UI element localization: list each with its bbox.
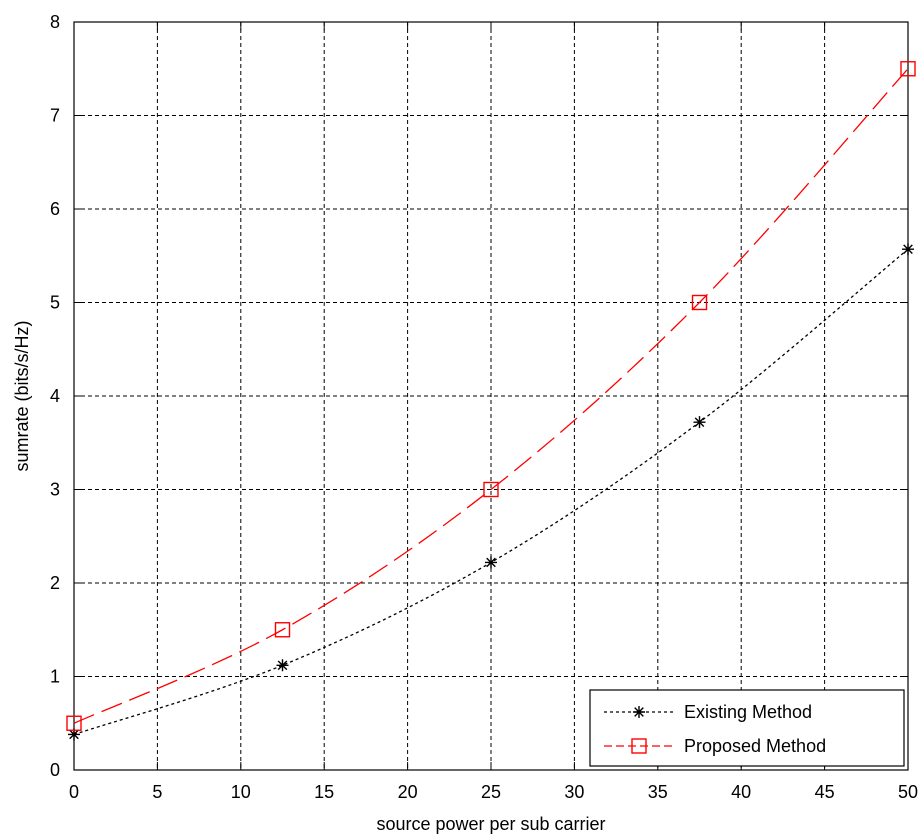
data-point-square [691, 294, 708, 311]
x-tick-label: 45 [815, 782, 835, 802]
data-point-asterisk [68, 728, 80, 741]
y-tick-label: 3 [50, 480, 60, 500]
x-tick-label: 15 [314, 782, 334, 802]
series [66, 61, 916, 741]
x-tick-label: 50 [898, 782, 918, 802]
data-point-asterisk [485, 556, 497, 569]
x-tick-label: 25 [481, 782, 501, 802]
data-point-asterisk [276, 659, 289, 672]
y-tick-label: 4 [50, 386, 60, 406]
x-tick-label: 40 [731, 782, 751, 802]
data-point-square [900, 61, 916, 77]
x-tick-label: 35 [648, 782, 668, 802]
y-tick-label: 5 [50, 293, 60, 313]
y-tick-label: 0 [50, 760, 60, 780]
data-point-square [483, 481, 499, 498]
x-axis-label: source power per sub carrier [376, 814, 605, 834]
legend-label: Proposed Method [684, 736, 826, 756]
legend-label: Existing Method [684, 702, 812, 722]
y-tick-label: 7 [50, 106, 60, 126]
series-line [73, 68, 909, 724]
y-axis-label: sumrate (bits/s/Hz) [12, 320, 32, 471]
series-2 [66, 61, 916, 731]
x-tick-label: 30 [564, 782, 584, 802]
series-1 [68, 243, 914, 741]
x-tick-label: 20 [398, 782, 418, 802]
y-tick-label: 8 [50, 12, 60, 32]
data-point-asterisk [693, 416, 706, 429]
x-tick-label: 10 [231, 782, 251, 802]
x-tick-label: 5 [152, 782, 162, 802]
data-point-asterisk [902, 243, 914, 256]
data-point-square [66, 715, 82, 731]
legend: Existing Method Proposed Method [589, 689, 905, 767]
legend-marker-square [631, 738, 647, 754]
grid [74, 22, 908, 770]
y-tick-label: 1 [50, 667, 60, 687]
legend-marker-asterisk [633, 706, 645, 718]
y-tick-label: 6 [50, 199, 60, 219]
x-tick-label: 0 [69, 782, 79, 802]
y-tick-label: 2 [50, 573, 60, 593]
data-point-square [274, 622, 291, 638]
